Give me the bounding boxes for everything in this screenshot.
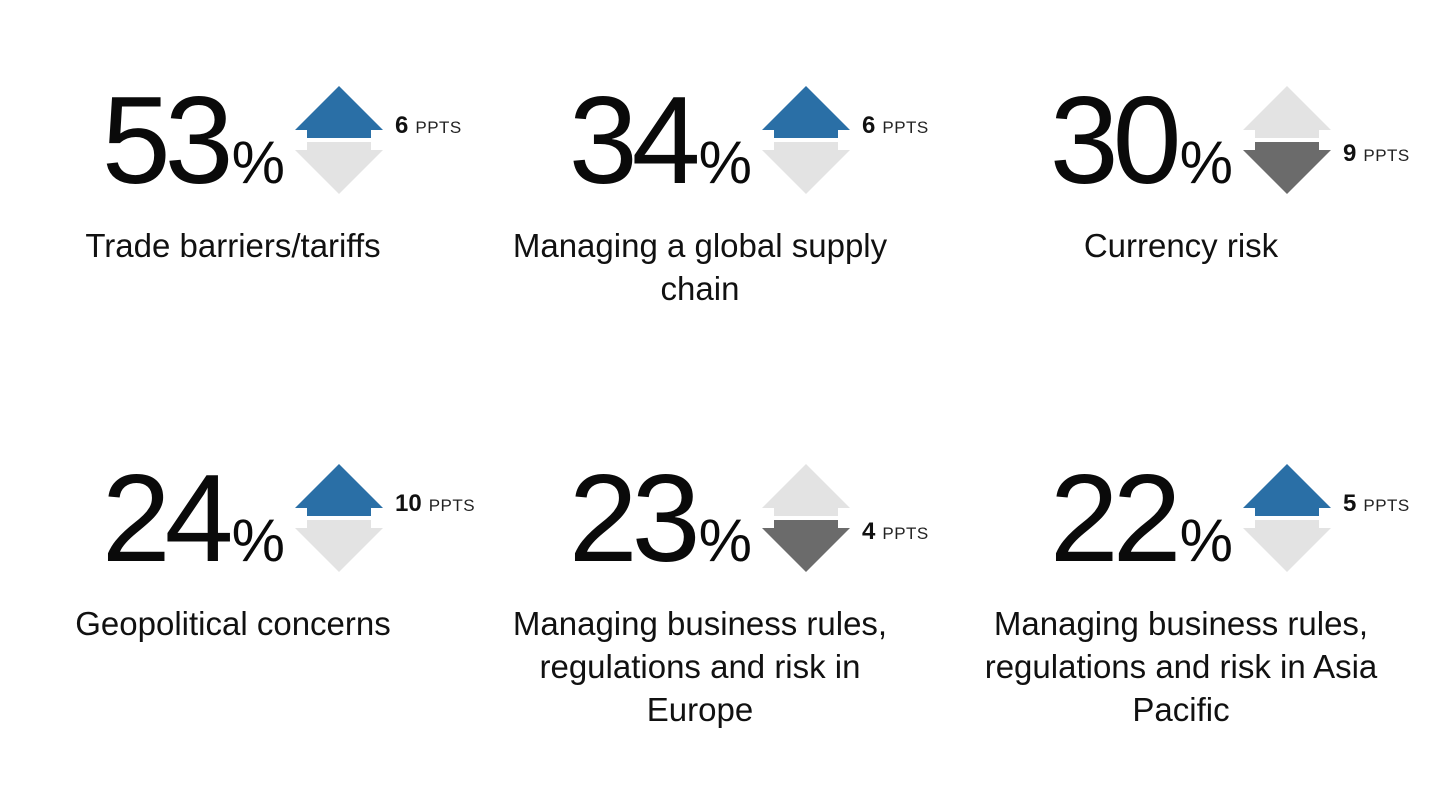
arrow-up-icon-active [295, 464, 383, 516]
stat-label: Trade barriers/tariffs [85, 227, 381, 264]
stat-label: Currency risk [1083, 227, 1279, 264]
change-indicator: 5 PPTS [1343, 490, 1410, 518]
change-unit: PPTS [882, 524, 929, 543]
arrow-down-icon [762, 142, 850, 194]
stat-card: 53% 6 PPTS Trade barriers/tariffs [0, 0, 480, 380]
arrow-up-icon [762, 464, 850, 516]
arrow-pair-icon [1243, 86, 1331, 194]
change-value: 6 [395, 112, 409, 139]
change-value: 4 [862, 518, 876, 545]
stat-label: Managing business rules, regulations and… [512, 605, 888, 728]
arrow-pair-icon [762, 464, 850, 572]
stat-card: 22% 5 PPTS Managing business rules, regul… [948, 378, 1428, 758]
change-value: 6 [862, 112, 876, 139]
arrow-down-icon [295, 520, 383, 572]
arrow-up-icon-active [762, 86, 850, 138]
percent-sign: % [698, 507, 752, 574]
stat-card: 34% 6 PPTS Managing a global supply chain [467, 0, 947, 380]
arrow-down-icon [1243, 520, 1331, 572]
stat-value: 22% [1049, 450, 1233, 588]
stat-label: Managing a global supply chain [512, 227, 888, 307]
change-unit: PPTS [428, 496, 476, 515]
change-direction-arrows [762, 86, 850, 194]
stat-number: 53 [101, 72, 234, 210]
percent-sign: % [1179, 507, 1233, 574]
percent-sign: % [1179, 129, 1233, 196]
stat-value: 34% [568, 72, 752, 210]
stat-label: Geopolitical concerns [75, 605, 391, 642]
change-indicator: 9 PPTS [1343, 140, 1410, 168]
stat-card: 23% 4 PPTS Managing business rules, regul… [467, 378, 947, 758]
arrow-down-icon-active [1243, 142, 1331, 194]
change-unit: PPTS [1363, 146, 1410, 165]
change-direction-arrows [1243, 464, 1331, 572]
percent-sign: % [231, 507, 285, 574]
stat-label: Managing business rules, regulations and… [984, 605, 1378, 728]
stat-number: 30 [1049, 72, 1182, 210]
change-direction-arrows [1243, 86, 1331, 194]
stat-value: 30% [1049, 72, 1233, 210]
change-value: 10 [395, 490, 422, 517]
arrow-pair-icon [762, 86, 850, 194]
change-unit: PPTS [1363, 496, 1410, 515]
stat-card: 30% 9 PPTS Currency risk [948, 0, 1428, 380]
change-indicator: 6 PPTS [395, 112, 462, 140]
change-value: 9 [1343, 140, 1357, 167]
change-value: 5 [1343, 490, 1357, 517]
arrow-pair-icon [1243, 464, 1331, 572]
change-direction-arrows [762, 464, 850, 572]
change-unit: PPTS [882, 118, 929, 137]
percent-sign: % [698, 129, 752, 196]
arrow-up-icon-active [295, 86, 383, 138]
stat-number: 34 [568, 72, 701, 210]
stat-number: 24 [101, 450, 234, 588]
arrow-pair-icon [295, 86, 383, 194]
arrow-down-icon [295, 142, 383, 194]
change-indicator: 10 PPTS [395, 490, 475, 518]
stat-value: 53% [101, 72, 285, 210]
stat-number: 23 [568, 450, 701, 588]
change-indicator: 6 PPTS [862, 112, 929, 140]
percent-sign: % [231, 129, 285, 196]
arrow-down-icon-active [762, 520, 850, 572]
change-direction-arrows [295, 86, 383, 194]
stat-number: 22 [1049, 450, 1182, 588]
arrow-pair-icon [295, 464, 383, 572]
change-direction-arrows [295, 464, 383, 572]
arrow-up-icon-active [1243, 464, 1331, 516]
arrow-up-icon [1243, 86, 1331, 138]
change-unit: PPTS [415, 118, 462, 137]
change-indicator: 4 PPTS [862, 518, 929, 546]
stat-value: 23% [568, 450, 752, 588]
stat-card: 24% 10 PPTS Geopolitical concerns [0, 378, 480, 758]
stat-value: 24% [101, 450, 285, 588]
